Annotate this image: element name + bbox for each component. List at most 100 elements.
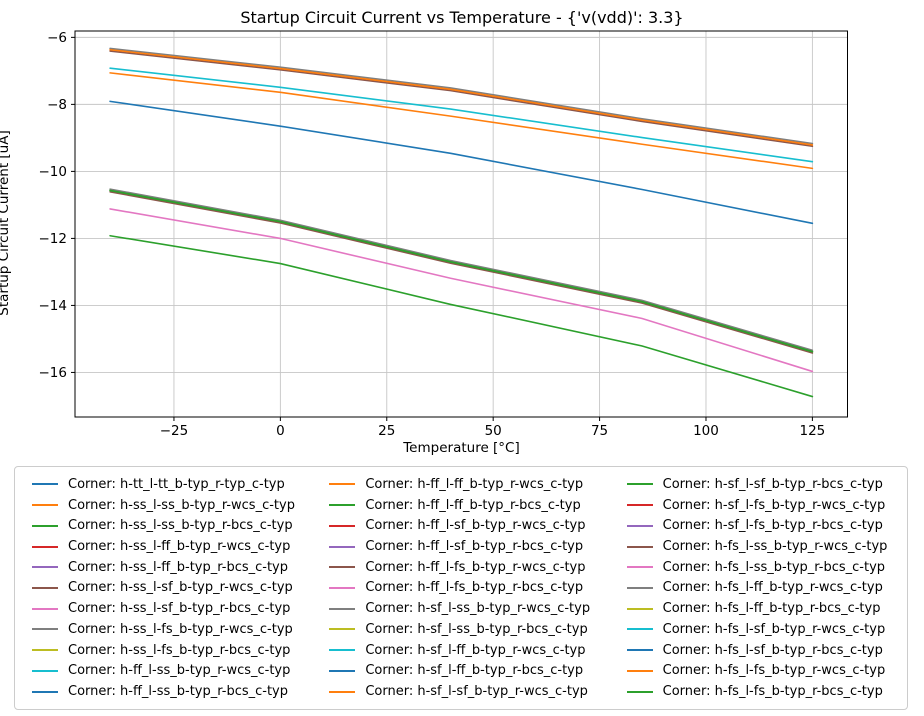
x-tick-label: 125 [799,423,825,439]
legend-label: Corner: h-fs_l-sf_b-typ_r-wcs_c-typ [662,621,886,637]
legend-line-swatch [626,545,653,548]
legend-line-swatch [626,483,653,486]
legend-line-swatch [626,586,653,589]
legend-label: Corner: h-ff_l-sf_b-typ_r-wcs_c-typ [365,518,586,534]
legend-line-swatch [626,566,653,569]
legend-label: Corner: h-ss_l-fs_b-typ_r-wcs_c-typ [68,621,293,637]
legend-line-swatch [329,524,356,527]
legend-item: Corner: h-sf_l-sf_b-typ_r-bcs_c-typ [610,474,907,495]
legend-item: Corner: h-sf_l-ff_b-typ_r-wcs_c-typ [312,640,609,661]
legend-line-swatch [329,586,356,589]
legend-label: Corner: h-sf_l-ss_b-typ_r-bcs_c-typ [365,621,588,637]
legend-item: Corner: h-fs_l-ss_b-typ_r-bcs_c-typ [610,557,907,578]
x-tick-label: 75 [591,423,608,439]
legend-item: Corner: h-ff_l-ss_b-typ_r-bcs_c-typ [15,681,312,702]
legend-item: Corner: h-fs_l-ss_b-typ_r-wcs_c-typ [610,536,907,557]
legend-item: Corner: h-ff_l-ss_b-typ_r-wcs_c-typ [15,661,312,682]
legend-item: Corner: h-fs_l-ff_b-typ_r-bcs_c-typ [610,598,907,619]
data-line-upper-wcs-band-gray-edge [109,47,814,145]
legend-label: Corner: h-fs_l-fs_b-typ_r-wcs_c-typ [662,663,886,679]
legend-label: Corner: h-sf_l-sf_b-typ_r-bcs_c-typ [662,476,883,492]
legend-line-swatch [329,690,356,693]
legend-label: Corner: h-fs_l-fs_b-typ_r-bcs_c-typ [662,684,883,700]
legend-line-swatch [32,586,58,589]
legend-item: Corner: h-sf_l-sf_b-typ_r-wcs_c-typ [312,681,609,702]
legend-label: Corner: h-fs_l-ss_b-typ_r-wcs_c-typ [662,539,888,555]
data-line-upper-wcs-band-orange [109,48,814,146]
legend-label: Corner: h-ff_l-ss_b-typ_r-bcs_c-typ [68,684,288,700]
legend-line-swatch [32,545,58,548]
legend-item: Corner: h-ff_l-ff_b-typ_r-bcs_c-typ [312,495,609,516]
legend-item: Corner: h-ff_l-fs_b-typ_r-bcs_c-typ [312,578,609,599]
legend-item: Corner: h-sf_l-fs_b-typ_r-wcs_c-typ [610,495,907,516]
legend-item: Corner: h-ff_l-sf_b-typ_r-bcs_c-typ [312,536,609,557]
legend-line-swatch [626,504,653,507]
legend-label: Corner: h-sf_l-fs_b-typ_r-bcs_c-typ [662,518,883,534]
legend-item: Corner: h-ss_l-ff_b-typ_r-bcs_c-typ [15,557,312,578]
legend-item: Corner: h-fs_l-fs_b-typ_r-wcs_c-typ [610,661,907,682]
y-tick-label: −6 [47,30,67,46]
legend-label: Corner: h-ff_l-sf_b-typ_r-bcs_c-typ [365,539,584,555]
legend-label: Corner: h-sf_l-fs_b-typ_r-wcs_c-typ [662,497,886,513]
legend-line-swatch [32,628,58,631]
legend-item: Corner: h-ss_l-ff_b-typ_r-wcs_c-typ [15,536,312,557]
legend-line-swatch [626,628,653,631]
legend-item: Corner: h-ss_l-fs_b-typ_r-wcs_c-typ [15,619,312,640]
legend-item: Corner: h-ss_l-sf_b-typ_r-wcs_c-typ [15,578,312,599]
legend-label: Corner: h-ss_l-sf_b-typ_r-wcs_c-typ [68,580,293,596]
legend-line-swatch [329,628,356,631]
legend-line-swatch [32,649,58,652]
legend-line-swatch [32,566,58,569]
data-line-bcs-green-line [109,234,814,398]
legend-line-swatch [32,669,58,672]
legend-label: Corner: h-ff_l-ss_b-typ_r-wcs_c-typ [68,663,291,679]
x-axis-label: Temperature [°C] [403,440,520,456]
chart-title: Startup Circuit Current vs Temperature -… [240,8,684,27]
legend-item: Corner: h-fs_l-sf_b-typ_r-bcs_c-typ [610,640,907,661]
legend-label: Corner: h-ff_l-fs_b-typ_r-bcs_c-typ [365,580,584,596]
data-line-wcs-orange-line [109,72,814,170]
legend-line-swatch [329,649,356,652]
legend-item: Corner: h-sf_l-fs_b-typ_r-bcs_c-typ [610,515,907,536]
legend-label: Corner: h-fs_l-ss_b-typ_r-bcs_c-typ [662,559,886,575]
legend-item: Corner: h-fs_l-sf_b-typ_r-wcs_c-typ [610,619,907,640]
legend-item: Corner: h-ss_l-ss_b-typ_r-wcs_c-typ [15,495,312,516]
legend-label: Corner: h-fs_l-ff_b-typ_r-bcs_c-typ [662,601,881,617]
x-tick-label: 50 [485,423,502,439]
legend-line-swatch [329,566,356,569]
legend-line-swatch [626,690,653,693]
legend-label: Corner: h-ss_l-ss_b-typ_r-wcs_c-typ [68,497,295,513]
legend-line-swatch [32,483,58,486]
legend-item: Corner: h-sf_l-ff_b-typ_r-bcs_c-typ [312,661,609,682]
legend-line-swatch [626,524,653,527]
legend-label: Corner: h-ss_l-ff_b-typ_r-bcs_c-typ [68,559,288,575]
legend-item: Corner: h-ff_l-fs_b-typ_r-wcs_c-typ [312,557,609,578]
legend-line-swatch [626,669,653,672]
data-line-lower-bcs-band-gray-edge [109,188,814,352]
legend-label: Corner: h-sf_l-ss_b-typ_r-wcs_c-typ [365,601,591,617]
data-line-wcs-cyan-line [109,67,814,163]
legend-label: Corner: h-ss_l-fs_b-typ_r-bcs_c-typ [68,642,291,658]
axes-spines [74,30,848,418]
legend-item: Corner: h-ss_l-ss_b-typ_r-bcs_c-typ [15,515,312,536]
legend-label: Corner: h-ss_l-ss_b-typ_r-bcs_c-typ [68,518,293,534]
legend-label: Corner: h-ff_l-ff_b-typ_r-bcs_c-typ [365,497,581,513]
legend-label: Corner: h-fs_l-sf_b-typ_r-bcs_c-typ [662,642,883,658]
legend-label: Corner: h-ff_l-fs_b-typ_r-wcs_c-typ [365,559,586,575]
y-axis-label: Startup Circuit Current [uA] [0,130,12,316]
legend-item: Corner: h-ss_l-sf_b-typ_r-bcs_c-typ [15,598,312,619]
x-tick-label: 0 [276,423,285,439]
x-tick-label: −25 [160,423,189,439]
legend-label: Corner: h-tt_l-tt_b-typ_r-typ_c-typ [68,476,285,492]
legend-label: Corner: h-sf_l-ff_b-typ_r-bcs_c-typ [365,663,584,679]
data-line-typical-blue-line [109,100,814,225]
legend-label: Corner: h-ss_l-sf_b-typ_r-bcs_c-typ [68,601,291,617]
data-line-lower-bcs-band-brown-edge [109,191,814,354]
legend-item: Corner: h-sf_l-ss_b-typ_r-bcs_c-typ [312,619,609,640]
legend-item: Corner: h-ff_l-ff_b-typ_r-wcs_c-typ [312,474,609,495]
legend-item: Corner: h-fs_l-ff_b-typ_r-wcs_c-typ [610,578,907,599]
y-tick-label: −8 [47,97,67,113]
legend-item: Corner: h-tt_l-tt_b-typ_r-typ_c-typ [15,474,312,495]
legend-line-swatch [329,483,356,486]
legend-item: Corner: h-sf_l-ss_b-typ_r-wcs_c-typ [312,598,609,619]
